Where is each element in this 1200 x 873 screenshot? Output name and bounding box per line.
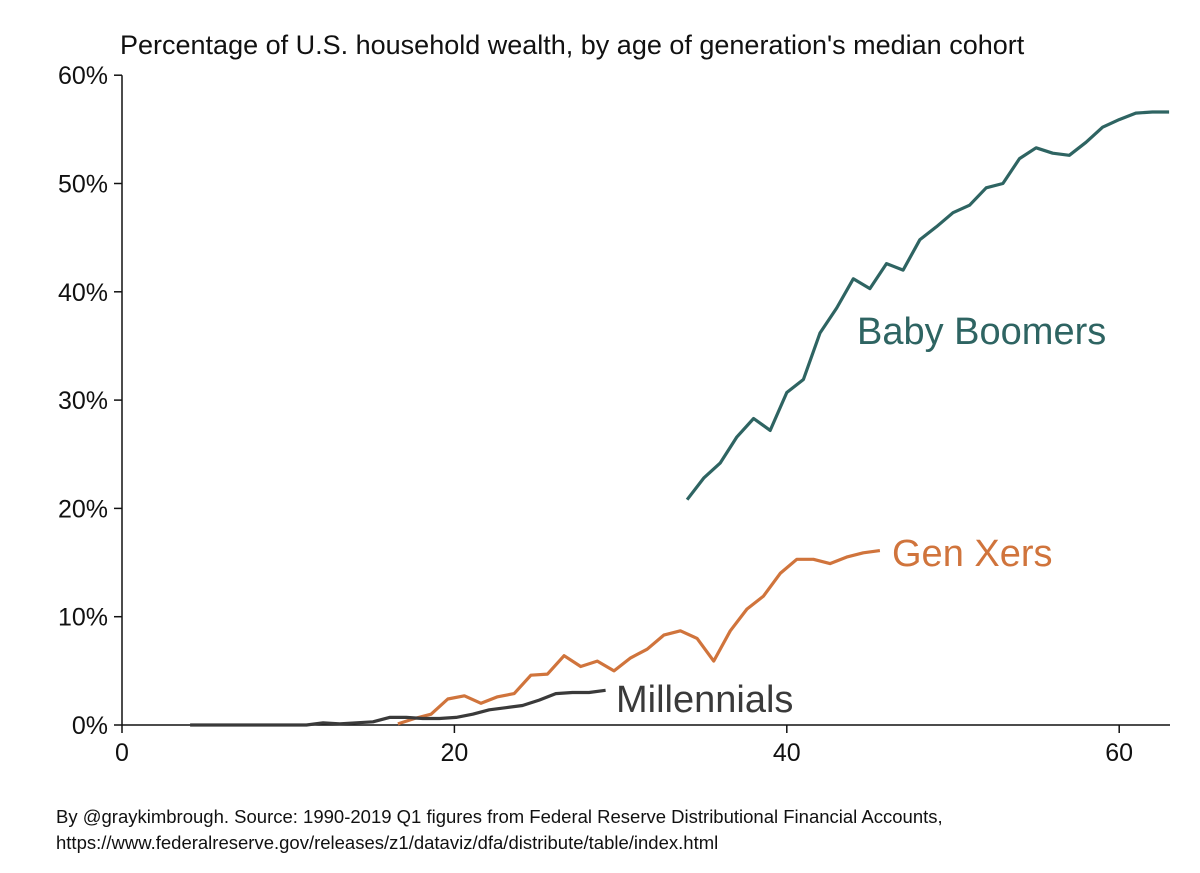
y-tick-label: 60% xyxy=(58,62,108,90)
series-label-millennials: Millennials xyxy=(616,679,793,721)
series-line-millennials xyxy=(190,688,606,727)
x-tick-label: 20 xyxy=(440,739,468,767)
y-tick-label: 30% xyxy=(58,387,108,415)
y-tick-label: 10% xyxy=(58,604,108,632)
source-note-line-2: https://www.federalreserve.gov/releases/… xyxy=(56,832,718,853)
series-line-baby-boomers xyxy=(685,110,1170,501)
chart-title: Percentage of U.S. household wealth, by … xyxy=(120,30,1025,60)
series-lines xyxy=(190,110,1170,727)
y-tick-label: 0% xyxy=(72,712,108,740)
x-tick-label: 40 xyxy=(773,739,801,767)
y-tick-label: 20% xyxy=(58,495,108,523)
series-line-gen-xers xyxy=(397,549,881,726)
y-tick-label: 50% xyxy=(58,171,108,199)
x-tick-label: 0 xyxy=(115,739,129,767)
y-tick-label: 40% xyxy=(58,279,108,307)
series-label-gen-xers: Gen Xers xyxy=(892,533,1053,575)
series-label-baby-boomers: Baby Boomers xyxy=(857,311,1106,353)
source-note-line-1: By @graykimbrough. Source: 1990-2019 Q1 … xyxy=(56,806,943,827)
x-tick-label: 60 xyxy=(1105,739,1133,767)
axes: 0% 10% 20% 30% 40% 50% 60% 0 20 40 60 xyxy=(58,62,1170,767)
